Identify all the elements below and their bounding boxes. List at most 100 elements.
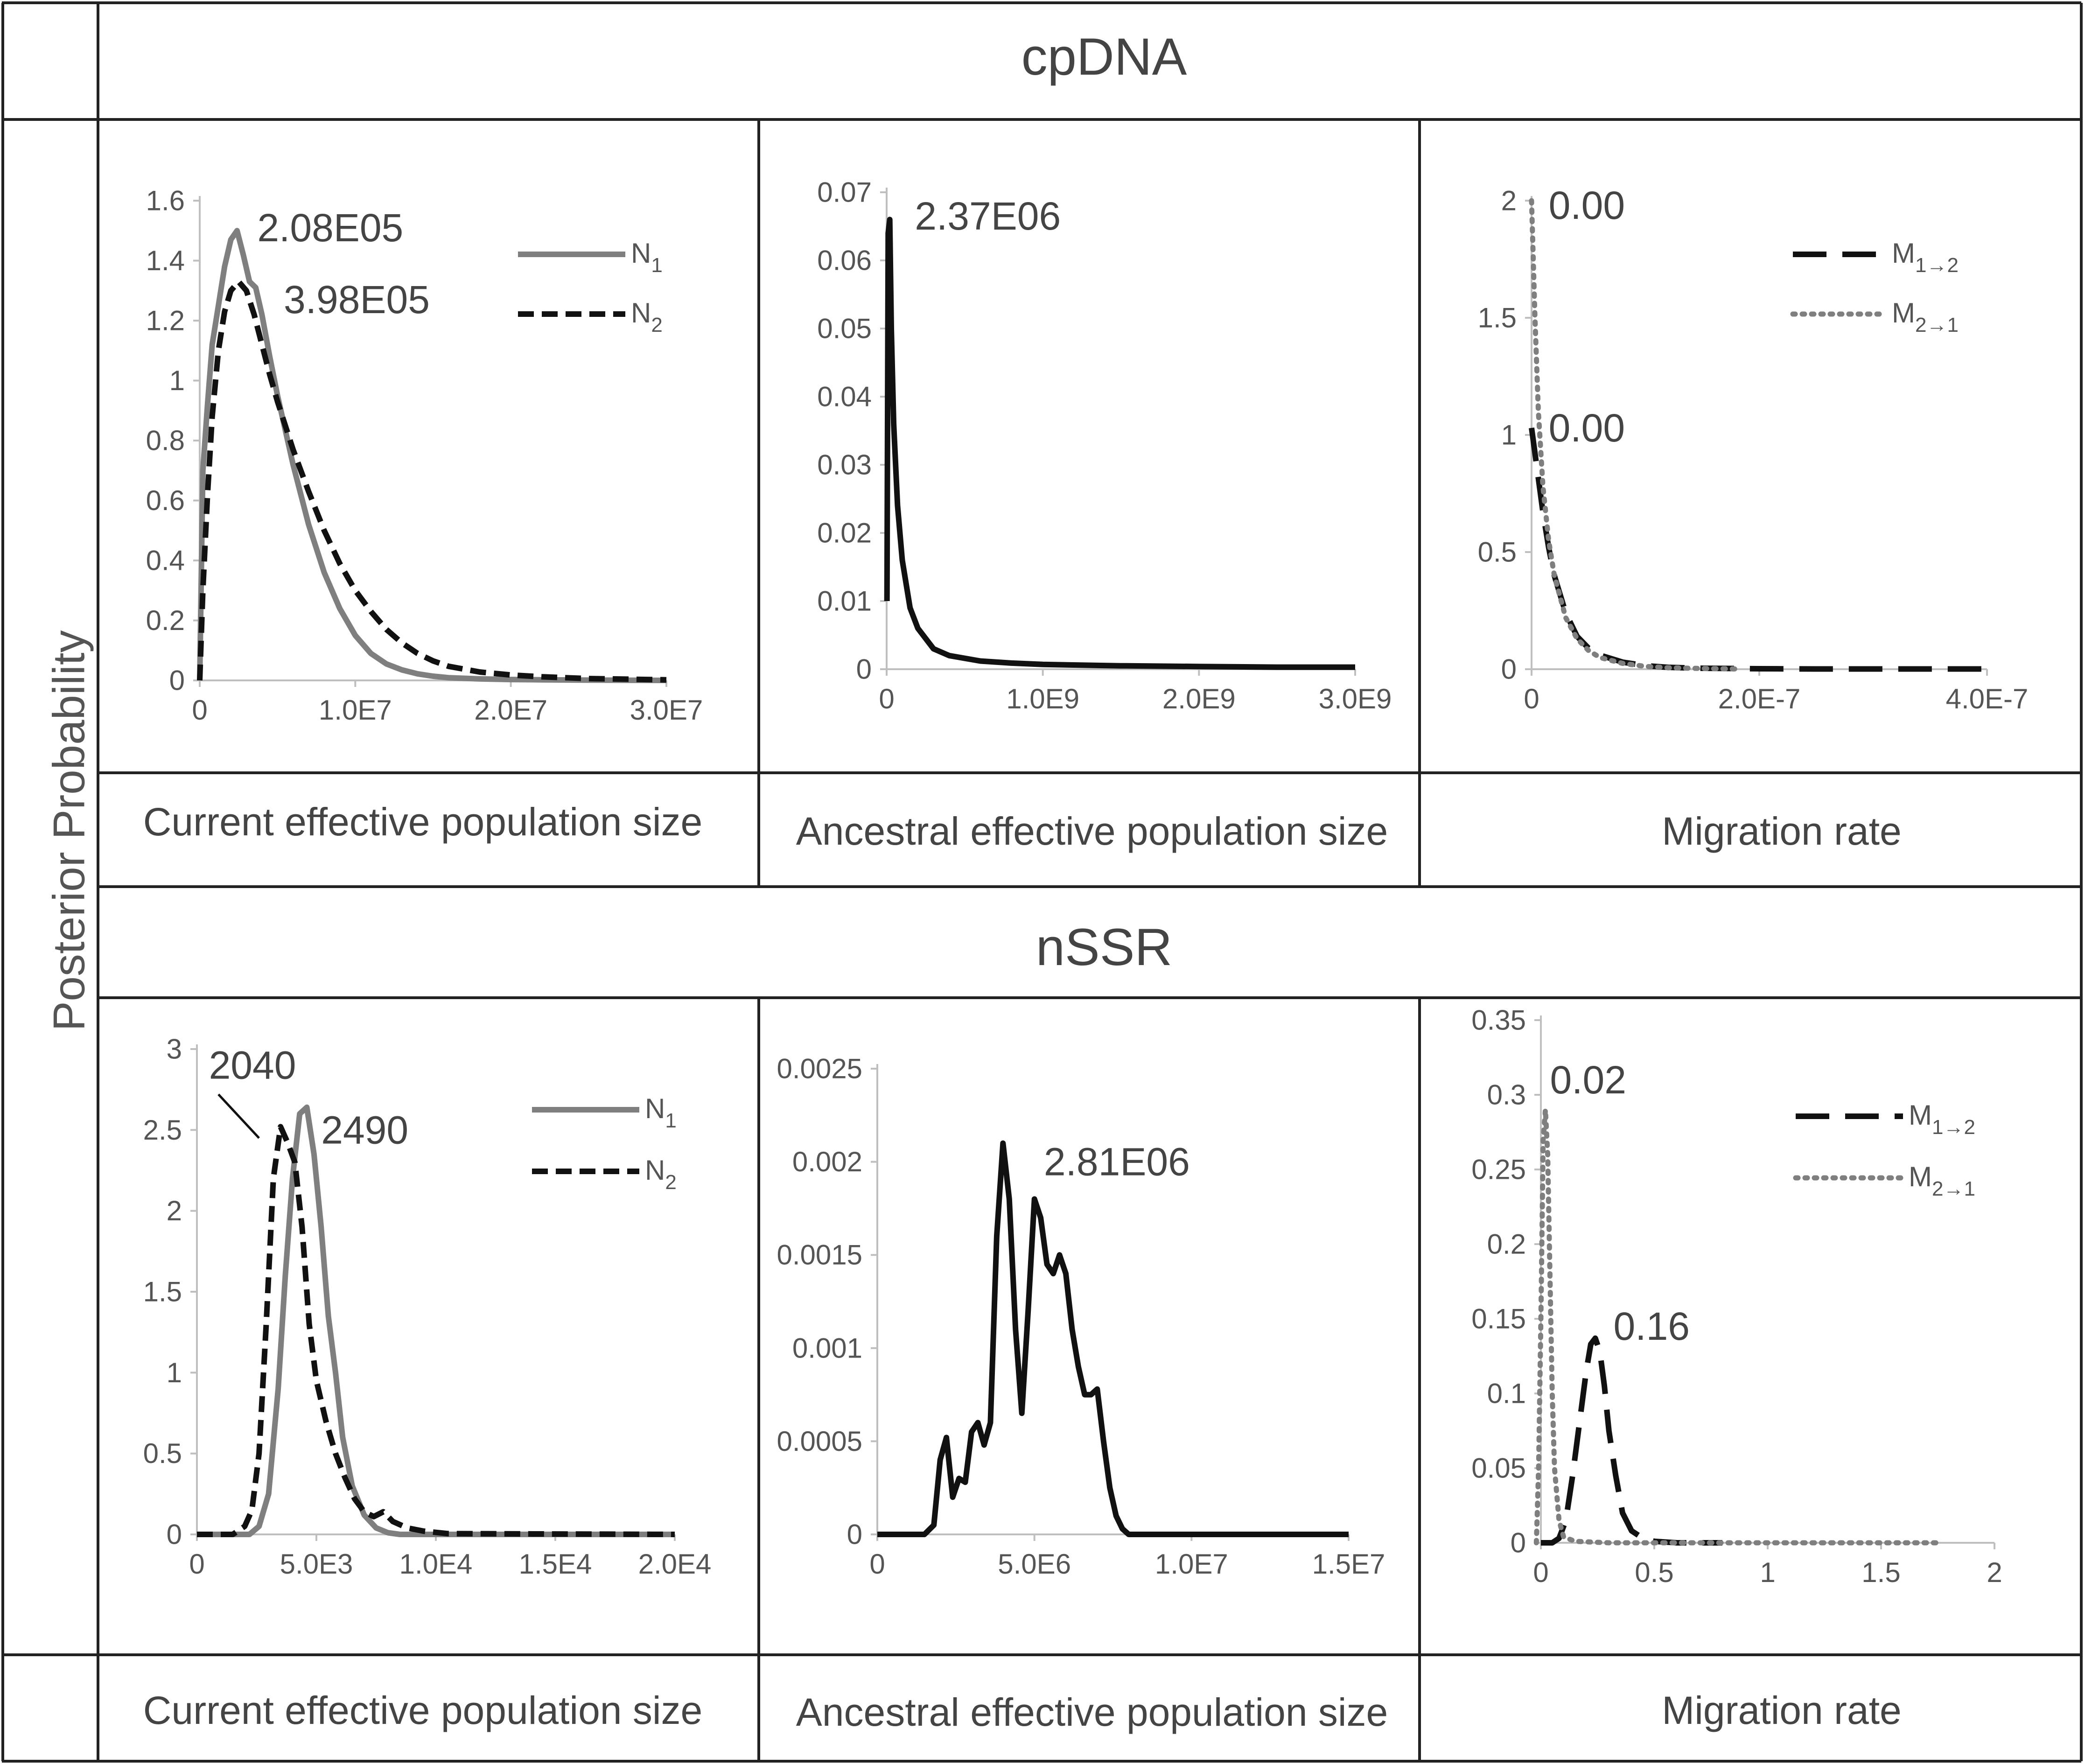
y-tick-label: 0 xyxy=(1501,654,1517,685)
y-tick-label: 0.03 xyxy=(817,449,872,481)
series-line-n1 xyxy=(197,1104,675,1537)
y-tick-label: 0 xyxy=(1511,1527,1526,1559)
x-tick-label: 2 xyxy=(1987,1557,2002,1588)
peak-annotation: 2.08E05 xyxy=(257,206,403,250)
y-tick-label: 0.2 xyxy=(1487,1229,1526,1260)
y-tick-label: 0.0005 xyxy=(777,1426,862,1457)
y-tick-label: 0.1 xyxy=(1487,1378,1526,1409)
legend-label: N2 xyxy=(631,297,663,336)
peak-annotation: 2.37E06 xyxy=(915,194,1061,238)
series-line-m12 xyxy=(1541,1335,1722,1546)
y-tick-label: 0.002 xyxy=(792,1146,862,1177)
y-tick-label: 0.02 xyxy=(817,518,872,549)
x-tick-label: 4.0E-7 xyxy=(1946,683,2029,714)
plot-cpdna-current-population: 0 0.2 0.4 0.6 0.8 1 1.2 1.4 1.6 0 1.0E7 2.0E7 3.0E7 2… xyxy=(146,185,703,726)
y-tick-label: 0.05 xyxy=(817,313,872,344)
caption-nssr-current: Current effective population size xyxy=(143,1688,702,1732)
y-tick-label: 0.06 xyxy=(817,245,872,276)
annotation-leader-line xyxy=(217,1093,260,1139)
series-line-ancestral xyxy=(884,217,1355,670)
series-line-ancestral xyxy=(877,1140,1349,1537)
x-tick-label: 1.5 xyxy=(1861,1557,1900,1588)
caption-nssr-migration: Migration rate xyxy=(1662,1688,1902,1732)
plot-cpdna-migration-rate: 0 0.5 1 1.5 2 0 2.0E-7 4.0E-7 0.00 0.00 M1→2 M2→1 xyxy=(1478,183,2029,714)
y-tick-label: 1 xyxy=(169,365,185,396)
y-tick-label: 0 xyxy=(847,1519,862,1550)
y-tick-label: 0 xyxy=(169,665,185,696)
y-tick-label: 1.6 xyxy=(146,185,185,217)
peak-annotation: 0.00 xyxy=(1549,406,1625,450)
x-tick-label: 1.0E7 xyxy=(319,694,392,726)
y-tick-label: 0.0025 xyxy=(777,1053,862,1085)
y-tick-label: 2.5 xyxy=(143,1114,182,1146)
legend-label: M2→1 xyxy=(1909,1161,1975,1200)
caption-cpdna-current: Current effective population size xyxy=(143,800,702,844)
plot-nssr-current-population: 0 0.5 1 1.5 2 2.5 3 0 5.0E3 1.0E4 1.5E4 2.0E4 2040 24… xyxy=(143,1034,712,1580)
plot-cpdna-ancestral-population: 0 0.01 0.02 0.03 0.04 0.05 0.06 0.07 0 1.0E9 2.0E9… xyxy=(817,177,1392,715)
x-tick-label: 0 xyxy=(1533,1557,1548,1588)
x-tick-label: 5.0E3 xyxy=(280,1548,353,1580)
y-tick-label: 0.3 xyxy=(1487,1079,1526,1111)
x-tick-label: 3.0E9 xyxy=(1319,683,1392,714)
x-tick-label: 2.0E7 xyxy=(474,694,547,726)
x-tick-label: 2.0E-7 xyxy=(1718,683,1801,714)
y-tick-label: 0.07 xyxy=(817,177,872,208)
y-tick-label: 0.25 xyxy=(1471,1154,1526,1185)
y-tick-label: 0.5 xyxy=(143,1438,182,1469)
y-tick-label: 3 xyxy=(167,1034,182,1065)
y-tick-label: 0.5 xyxy=(1478,537,1517,568)
x-tick-label: 0 xyxy=(192,694,207,726)
legend-label: M1→2 xyxy=(1892,238,1959,277)
y-tick-label: 0.05 xyxy=(1471,1453,1526,1484)
series-line-m21 xyxy=(1529,198,1739,672)
x-tick-label: 2.0E9 xyxy=(1162,683,1236,714)
peak-annotation: 2.81E06 xyxy=(1044,1140,1190,1184)
y-tick-label: 1.5 xyxy=(143,1276,182,1308)
x-tick-label: 1.0E9 xyxy=(1006,683,1079,714)
y-tick-label: 0.6 xyxy=(146,485,185,516)
y-axis-title: Posterior Probability xyxy=(44,630,94,1031)
y-tick-label: 1.5 xyxy=(1478,302,1517,334)
peak-annotation: 2490 xyxy=(321,1108,408,1152)
x-tick-label: 1.0E4 xyxy=(399,1548,473,1580)
y-tick-label: 0.15 xyxy=(1471,1303,1526,1335)
caption-nssr-ancestral: Ancestral effective population size xyxy=(796,1690,1388,1734)
x-tick-label: 0 xyxy=(189,1548,204,1580)
series-line-n2 xyxy=(197,1124,675,1537)
legend-label: N1 xyxy=(645,1093,677,1132)
x-tick-label: 0 xyxy=(879,683,894,714)
series-line-m21 xyxy=(1533,1107,1940,1546)
x-tick-label: 1.0E7 xyxy=(1155,1548,1228,1580)
y-tick-label: 2 xyxy=(167,1195,182,1226)
legend-label: N2 xyxy=(645,1155,677,1194)
peak-annotation: 0.00 xyxy=(1549,183,1625,227)
y-tick-label: 1 xyxy=(1501,420,1517,451)
y-tick-label: 1 xyxy=(167,1357,182,1388)
y-tick-label: 0 xyxy=(856,654,872,685)
section-title-nssr: nSSR xyxy=(1036,918,1173,976)
y-tick-label: 1.4 xyxy=(146,245,185,276)
legend-label: M2→1 xyxy=(1892,297,1959,336)
plot-nssr-ancestral-population: 0 0.0005 0.001 0.0015 0.002 0.0025 0 5.0E6 1.0E7… xyxy=(777,1053,1385,1580)
y-tick-label: 0.35 xyxy=(1471,1005,1526,1036)
caption-cpdna-ancestral: Ancestral effective population size xyxy=(796,809,1388,853)
legend-label: M1→2 xyxy=(1909,1099,1975,1139)
y-tick-label: 0.8 xyxy=(146,425,185,456)
y-tick-label: 0.2 xyxy=(146,605,185,636)
series-line-n2 xyxy=(197,279,667,683)
x-tick-label: 2.0E4 xyxy=(638,1548,712,1580)
series-line-n1 xyxy=(197,228,667,683)
x-tick-label: 0 xyxy=(1524,683,1539,714)
y-tick-label: 0 xyxy=(167,1519,182,1550)
legend-label: N1 xyxy=(631,238,663,277)
y-tick-label: 0.4 xyxy=(146,545,185,576)
y-tick-label: 1.2 xyxy=(146,305,185,336)
peak-annotation: 0.16 xyxy=(1614,1304,1690,1348)
y-tick-label: 2 xyxy=(1501,185,1517,217)
x-tick-label: 1.5E7 xyxy=(1312,1548,1385,1580)
x-tick-label: 5.0E6 xyxy=(998,1548,1071,1580)
y-tick-label: 0.01 xyxy=(817,586,872,617)
caption-cpdna-migration: Migration rate xyxy=(1662,809,1902,853)
